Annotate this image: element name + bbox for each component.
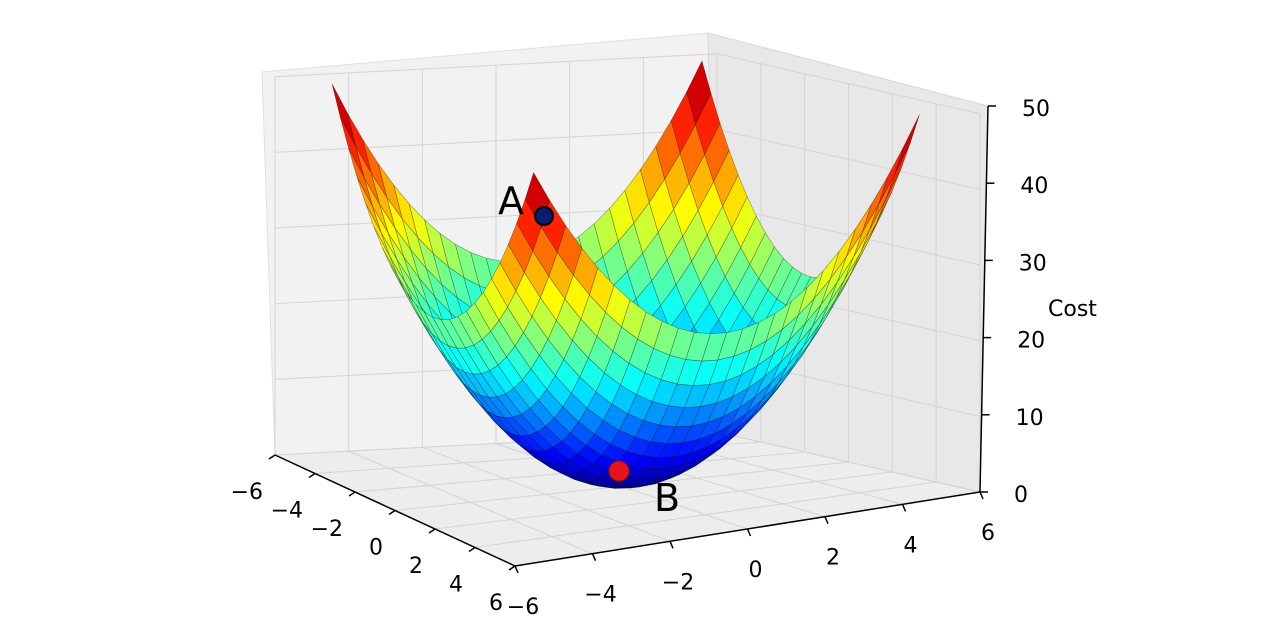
x-tick-mark [348, 491, 356, 497]
y-tick-mark [979, 491, 984, 500]
back-grid-horizontal [274, 128, 718, 153]
z-tick-label: 0 [1014, 483, 1028, 508]
x-tick-label: −4 [271, 499, 303, 524]
z-tick-label: 50 [1022, 97, 1050, 122]
y-tick-mark [901, 504, 907, 512]
z-tick-label: 10 [1016, 406, 1044, 431]
surface-patch [717, 328, 744, 361]
x-tick-mark [388, 509, 396, 516]
y-tick-mark [669, 541, 674, 549]
surface-patch [556, 224, 583, 276]
y-tick-mark [591, 553, 597, 561]
x-tick-label: 4 [449, 573, 463, 598]
surface-patch [589, 267, 615, 313]
x-tick-mark [268, 454, 276, 460]
y-tick-label: −4 [584, 583, 616, 608]
cost-surface [331, 60, 920, 489]
surface-patch [797, 270, 824, 316]
x-tick-label: −2 [311, 517, 343, 542]
side-grid-horizontal [716, 53, 981, 115]
z-ticks: 0 10 20 30 40 50 [980, 97, 1050, 508]
x-tick-label: 0 [369, 536, 383, 561]
point-a-marker [534, 206, 554, 226]
point-a-label: A [498, 179, 524, 223]
y-tick-label: −6 [507, 595, 539, 620]
x-tick-mark [468, 546, 476, 553]
y-tick-label: 6 [981, 521, 995, 546]
y-tick-label: 0 [749, 558, 763, 583]
x-ticks: −6 −4 −2 0 2 4 6 [231, 454, 516, 616]
x-tick-mark [508, 565, 516, 571]
surface-patch [845, 204, 872, 258]
side-grid-horizontal [716, 128, 981, 190]
back-grid-horizontal [274, 53, 718, 78]
y-tick-label: 2 [826, 546, 840, 571]
surface-patch [813, 251, 840, 299]
surface-patch [765, 301, 792, 342]
x-tick-label: 6 [489, 591, 503, 616]
z-tick-label: 40 [1020, 174, 1048, 199]
z-axis-label: Cost [1048, 297, 1097, 322]
x-tick-label: 2 [409, 554, 423, 579]
y-tick-label: −2 [662, 570, 694, 595]
z-tick-label: 20 [1017, 329, 1045, 354]
floor-grid-y [716, 431, 981, 493]
x-tick-label: −6 [231, 480, 263, 505]
highlight-points: AB [498, 179, 680, 520]
point-b-marker [608, 460, 630, 482]
surface-patch [621, 299, 647, 340]
y-tick-mark [824, 516, 829, 524]
y-tick-mark [746, 528, 752, 537]
y-tick-mark [514, 565, 519, 574]
y-tick-label: 4 [904, 533, 918, 558]
z-tick-label: 30 [1019, 251, 1047, 276]
x-tick-mark [428, 528, 436, 534]
y-ticks: −6 −4 −2 0 2 4 6 [507, 491, 995, 620]
side-grid-horizontal [716, 204, 981, 266]
surface-patch [733, 322, 760, 357]
x-tick-mark [308, 472, 316, 479]
surface-patch [749, 313, 776, 351]
point-b-label: B [654, 476, 680, 520]
z-axis-line [979, 105, 989, 493]
